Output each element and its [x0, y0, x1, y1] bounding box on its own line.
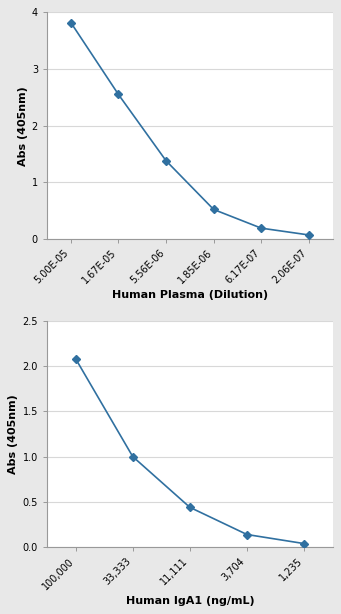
X-axis label: Human IgA1 (ng/mL): Human IgA1 (ng/mL)	[125, 596, 254, 605]
X-axis label: Human Plasma (Dilution): Human Plasma (Dilution)	[112, 290, 268, 300]
Y-axis label: Abs (405nm): Abs (405nm)	[8, 394, 18, 474]
Y-axis label: Abs (405nm): Abs (405nm)	[18, 86, 28, 166]
